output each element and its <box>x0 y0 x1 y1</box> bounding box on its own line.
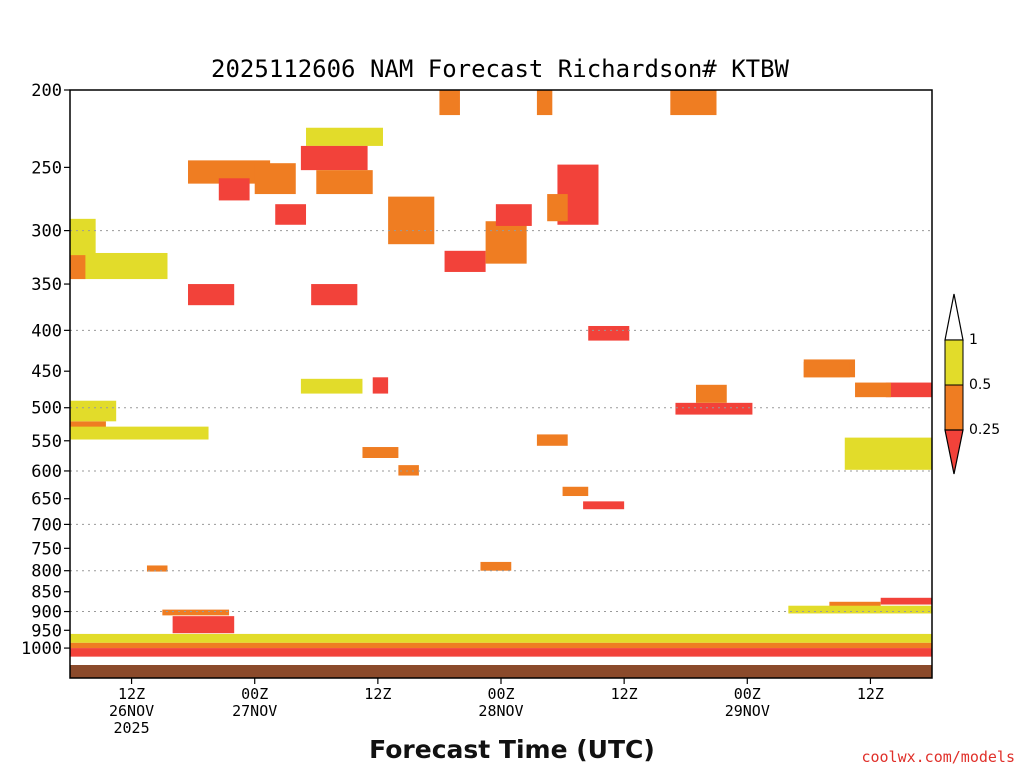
chart-title: 2025112606 NAM Forecast Richardson# KTBW <box>211 55 790 83</box>
heatmap-cell-orange <box>188 160 271 184</box>
heatmap-cell-orange <box>670 90 717 116</box>
heatmap-cell-orange <box>254 163 296 195</box>
heatmap-cell-yellow <box>300 378 363 394</box>
heatmap-cell-yellow <box>788 605 932 614</box>
heatmap-cell-yellow <box>70 400 117 422</box>
legend-label-0.5: 0.5 <box>969 377 991 393</box>
y-tick-label-800: 800 <box>31 562 62 582</box>
heatmap-cell-yellow <box>70 426 209 440</box>
y-tick-label-900: 900 <box>31 603 62 623</box>
heatmap-cells <box>70 90 932 657</box>
heatmap-cell-red <box>372 377 389 394</box>
heatmap-cell-orange <box>480 561 512 571</box>
heatmap-cell-red <box>583 501 625 510</box>
y-tick-label-350: 350 <box>31 275 62 295</box>
heatmap-cell-red <box>275 204 307 225</box>
x-tick-label: 12Z <box>857 685 884 703</box>
x-tick-label: 12Z <box>364 685 391 703</box>
heatmap-cell-yellow <box>70 633 932 643</box>
heatmap-cell-red <box>311 284 358 306</box>
heatmap-cell-orange <box>70 252 86 280</box>
x-tick-label: 2025 <box>114 719 150 737</box>
heatmap-cell-orange <box>388 196 435 245</box>
x-tick-label: 28NOV <box>478 702 523 720</box>
heatmap-cell-red <box>880 597 932 605</box>
ground-surface-bar <box>70 665 932 678</box>
heatmap-cell-orange <box>695 384 727 403</box>
heatmap-cell-red <box>444 250 486 272</box>
y-tick-label-450: 450 <box>31 362 62 382</box>
legend-label-1: 1 <box>969 332 978 348</box>
y-tick-label-950: 950 <box>31 621 62 641</box>
heatmap-cell-orange <box>536 90 553 116</box>
heatmap-cell-red <box>70 648 932 657</box>
y-tick-label-700: 700 <box>31 515 62 535</box>
heatmap-cell-yellow <box>70 252 168 280</box>
credit-text: coolwx.com/models <box>861 748 1015 766</box>
heatmap-cell-red <box>495 204 532 226</box>
legend-swatch-red <box>944 429 964 475</box>
heatmap-cell-orange <box>362 447 399 458</box>
heatmap-cell-orange <box>162 609 230 616</box>
heatmap-cell-orange <box>146 565 168 572</box>
x-tick-label: 26NOV <box>109 702 154 720</box>
heatmap-cell-orange <box>855 382 891 398</box>
heatmap-cell-orange <box>829 601 881 610</box>
legend-swatch-orange <box>944 384 964 431</box>
y-tick-label-500: 500 <box>31 399 62 419</box>
x-tick-label: 12Z <box>611 685 638 703</box>
heatmap-cell-orange <box>562 486 589 497</box>
y-tick-label-550: 550 <box>31 432 62 452</box>
y-tick-label-650: 650 <box>31 490 62 510</box>
x-tick-label: 00Z <box>734 685 761 703</box>
heatmap-cell-orange <box>803 361 850 378</box>
heatmap-cell-orange <box>316 170 373 195</box>
x-tick-label: 27NOV <box>232 702 277 720</box>
y-tick-label-850: 850 <box>31 583 62 603</box>
y-tick-label-200: 200 <box>31 81 62 101</box>
heatmap-cell-yellow <box>306 127 383 146</box>
x-tick-label: 12Z <box>118 685 145 703</box>
heatmap-cell-yellow <box>70 218 96 256</box>
heatmap-cell-red <box>885 382 932 398</box>
y-tick-label-750: 750 <box>31 539 62 559</box>
heatmap-cell-orange <box>439 90 460 116</box>
y-tick-label-300: 300 <box>31 222 62 242</box>
x-axis-label: Forecast Time (UTC) <box>369 735 655 764</box>
color-legend: 1 0.5 0.25 <box>944 293 1000 475</box>
x-tick-label: 29NOV <box>725 702 770 720</box>
x-tick-label: 00Z <box>487 685 514 703</box>
y-tick-label-600: 600 <box>31 462 62 482</box>
heatmap-cell-orange <box>485 221 527 264</box>
heatmap-cell-orange <box>398 465 419 476</box>
heatmap-cell-red <box>188 284 235 306</box>
y-tick-label-400: 400 <box>31 321 62 341</box>
heatmap-cell-red <box>588 325 630 341</box>
y-axis-ticks: 200 250 300 350 400 450 500 550 600 650 700 750 8008… <box>21 81 70 659</box>
heatmap-cell-orange <box>547 194 568 222</box>
heatmap-cell-orange <box>536 434 568 446</box>
y-tick-label-1000: 1000 <box>21 639 62 659</box>
legend-top-arrow <box>944 293 964 341</box>
heatmap-cell-red <box>218 178 250 201</box>
x-tick-label: 00Z <box>241 685 268 703</box>
heatmap-cell-red <box>675 402 753 415</box>
legend-label-0.25: 0.25 <box>969 422 1000 438</box>
heatmap-cell-yellow <box>844 437 932 470</box>
y-tick-label-250: 250 <box>31 158 62 178</box>
legend-swatch-yellow <box>944 339 964 386</box>
heatmap-cell-red <box>172 616 235 634</box>
heatmap-cell-red <box>300 145 368 171</box>
heatmap-cell-orange <box>70 642 932 649</box>
